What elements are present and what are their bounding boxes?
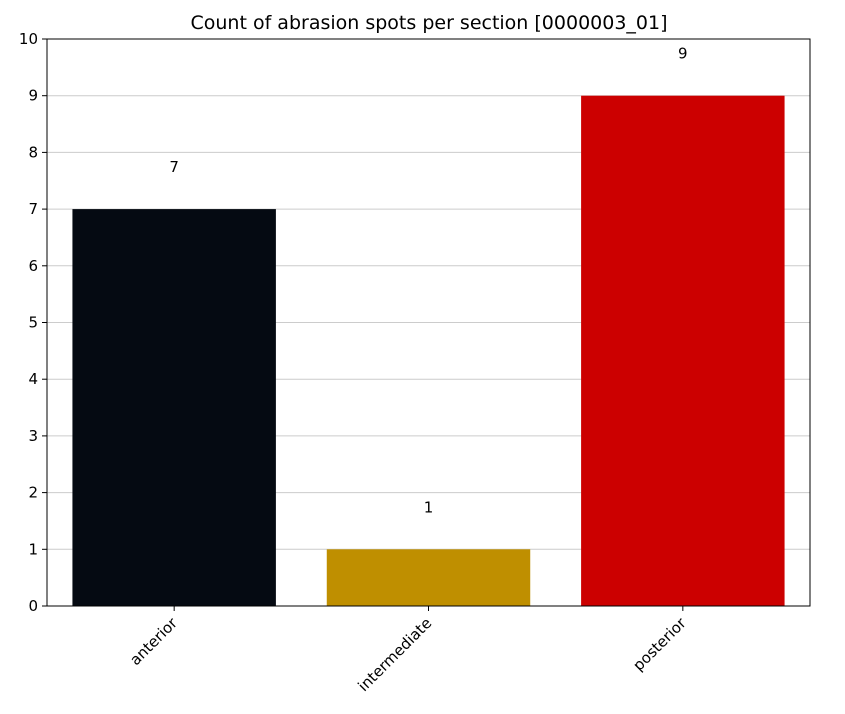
- y-tick-label: 9: [28, 87, 38, 105]
- bar-value-label-anterior: 7: [169, 158, 179, 176]
- y-axis: 0 1 2 3 4 5 6 7 8 9 10: [19, 30, 47, 615]
- y-tick-label: 1: [28, 540, 38, 558]
- y-tick-label: 2: [28, 484, 38, 502]
- bar-anterior: [72, 209, 276, 606]
- chart-title: Count of abrasion spots per section [000…: [190, 12, 667, 34]
- bars: [72, 95, 785, 606]
- y-tick-label: 0: [28, 597, 38, 615]
- bar-posterior: [581, 95, 785, 606]
- bar-value-label-posterior: 9: [678, 45, 688, 63]
- y-tick-label: 7: [28, 200, 38, 218]
- bar-intermediate: [326, 549, 531, 606]
- bar-value-labels: 7 1 9: [169, 45, 687, 517]
- y-tick-label: 3: [28, 427, 38, 445]
- y-tick-label: 8: [28, 143, 38, 161]
- y-tick-label: 10: [19, 30, 38, 48]
- x-tick-label-anterior: anterior: [126, 614, 181, 669]
- bar-value-label-intermediate: 1: [424, 498, 434, 516]
- x-tick-label-intermediate: intermediate: [354, 614, 435, 695]
- y-tick-label: 5: [28, 314, 38, 332]
- y-tick-label: 6: [28, 257, 38, 275]
- x-axis: anterior intermediate posterior: [126, 606, 690, 695]
- y-tick-label: 4: [28, 370, 38, 388]
- x-tick-label-posterior: posterior: [629, 614, 690, 675]
